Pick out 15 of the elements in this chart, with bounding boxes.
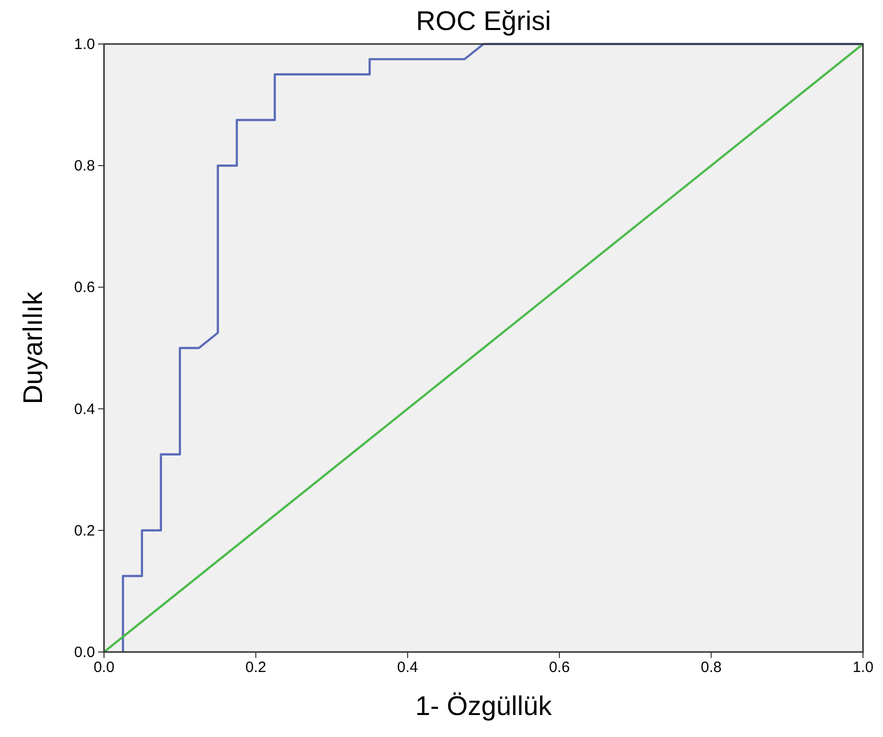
y-tick-label: 0.2	[74, 522, 95, 540]
x-axis-title: 1- Özgüllük	[415, 691, 552, 721]
y-tick-label: 1.0	[74, 36, 95, 53]
x-tick-label: 1.0	[852, 659, 874, 676]
x-tick-label: 0.2	[245, 659, 266, 676]
y-axis-title: Duyarlılık	[18, 291, 48, 404]
y-tick-label: 0.4	[74, 400, 95, 418]
x-tick-label: 0.6	[548, 659, 570, 676]
y-tick-label: 0.6	[74, 279, 95, 296]
y-tick-label: 0.8	[74, 158, 95, 175]
x-tick-label: 0.0	[94, 659, 114, 676]
chart-title: ROC Eğrisi	[416, 6, 552, 36]
x-tick-label: 0.8	[700, 659, 722, 676]
y-tick-label: 0.0	[74, 644, 95, 661]
x-tick-label: 0.4	[397, 659, 418, 676]
